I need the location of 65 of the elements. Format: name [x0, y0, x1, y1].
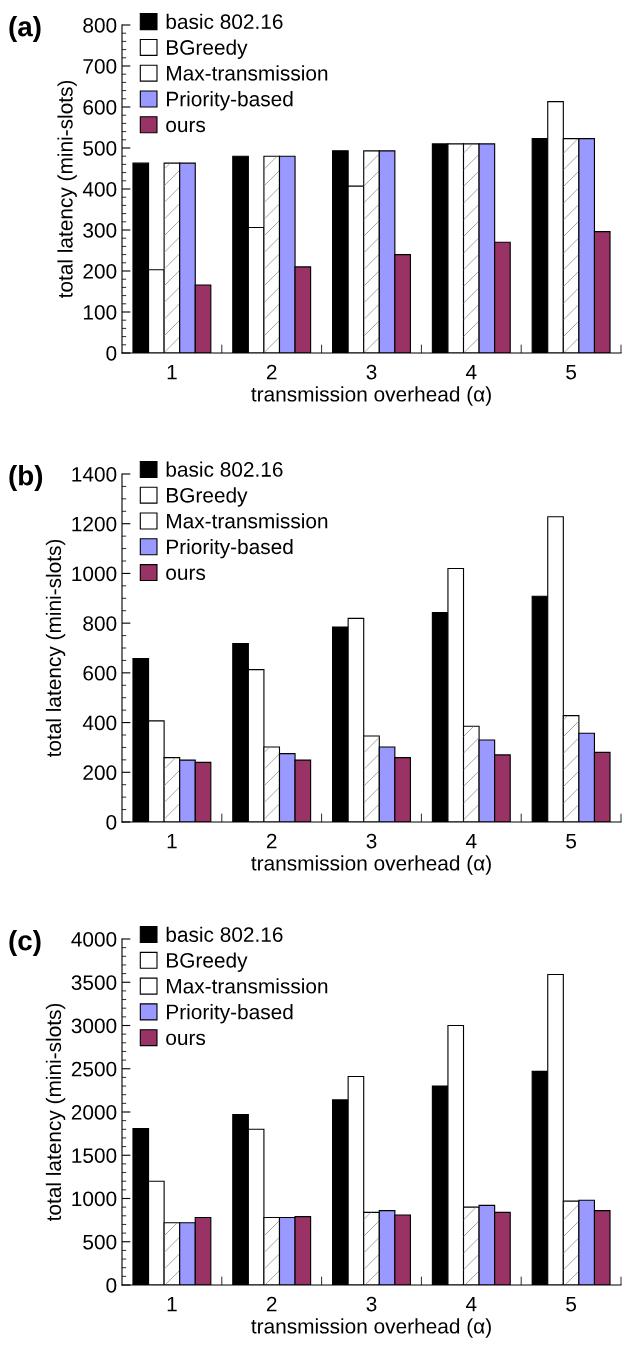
x-axis-title: transmission overhead (α)	[251, 1318, 491, 1338]
chart-title: (b)	[9, 465, 43, 491]
x-tick-label: 4	[465, 364, 477, 380]
x-tick-label: 4	[465, 833, 477, 849]
y-tick-label: 0	[106, 815, 117, 830]
y-tick-label: 4000	[71, 932, 117, 947]
y-tick-label: 200	[83, 765, 117, 781]
legend-label: BGreedy	[167, 952, 248, 972]
legend-label: Max-transmission	[167, 65, 328, 81]
x-tick-label: 1	[167, 833, 177, 849]
chart-title: (c)	[9, 930, 41, 956]
y-axis-title: total latency (mini-slots)	[45, 539, 66, 758]
y-tick-label: 800	[83, 18, 117, 33]
x-tick-label: 4	[465, 1296, 477, 1312]
y-tick-label: 200	[83, 264, 117, 279]
y-tick-label: 1400	[72, 467, 117, 482]
x-axis-title: transmission overhead (α)	[251, 386, 491, 406]
y-tick-label: 3000	[71, 1018, 117, 1034]
legend-label: basic 802.16	[166, 461, 283, 477]
y-axis-title: total latency (mini-slots)	[45, 1003, 66, 1222]
y-tick-label: 100	[83, 305, 117, 320]
legend-label: ours	[166, 1033, 206, 1046]
y-tick-label: 0	[106, 1278, 117, 1293]
y-axis-title: total latency (mini-slots)	[57, 80, 77, 299]
y-tick-label: 600	[83, 665, 117, 681]
legend-label: BGreedy	[167, 487, 248, 507]
chart-title: (a)	[9, 16, 41, 42]
y-tick-label: 500	[83, 141, 117, 156]
y-tick-label: 2000	[71, 1105, 117, 1120]
legend-label: ours	[166, 568, 206, 580]
legend-label: Priority-based	[167, 1004, 293, 1024]
y-tick-label: 0	[106, 346, 117, 361]
x-tick-label: 2	[266, 1296, 277, 1312]
x-tick-label: 5	[566, 364, 577, 380]
legend-label: Max-transmission	[167, 978, 328, 994]
x-tick-label: 2	[266, 833, 277, 849]
x-tick-label: 1	[167, 1296, 177, 1312]
y-tick-label: 700	[83, 59, 117, 74]
x-tick-label: 5	[566, 833, 577, 849]
y-tick-label: 1000	[72, 1191, 117, 1207]
x-tick-label: 3	[366, 364, 377, 380]
x-tick-label: 2	[266, 364, 277, 380]
x-tick-label: 5	[566, 1296, 577, 1312]
y-tick-label: 3500	[71, 975, 117, 990]
y-tick-label: 800	[83, 616, 117, 631]
legend-label: basic 802.16	[166, 926, 283, 942]
y-tick-label: 400	[82, 715, 117, 731]
x-tick-label: 1	[167, 364, 177, 380]
legend-label: Max-transmission	[167, 513, 328, 529]
legend-label: Priority-based	[167, 538, 293, 559]
y-tick-label: 2500	[71, 1061, 117, 1077]
legend-label: ours	[166, 120, 206, 133]
y-tick-label: 1200	[72, 516, 117, 532]
legend-label: Priority-based	[167, 91, 293, 111]
x-axis-title: transmission overhead (α)	[251, 855, 491, 875]
y-tick-label: 500	[83, 1234, 117, 1250]
y-tick-label: 600	[83, 100, 117, 115]
x-tick-label: 3	[366, 833, 377, 849]
legend-label: BGreedy	[167, 39, 248, 59]
x-tick-label: 3	[366, 1296, 377, 1312]
y-tick-label: 1000	[72, 566, 117, 582]
y-tick-label: 400	[82, 182, 117, 197]
legend-label: basic 802.16	[166, 13, 283, 30]
y-tick-label: 300	[83, 223, 117, 238]
y-tick-label: 1500	[72, 1148, 117, 1163]
